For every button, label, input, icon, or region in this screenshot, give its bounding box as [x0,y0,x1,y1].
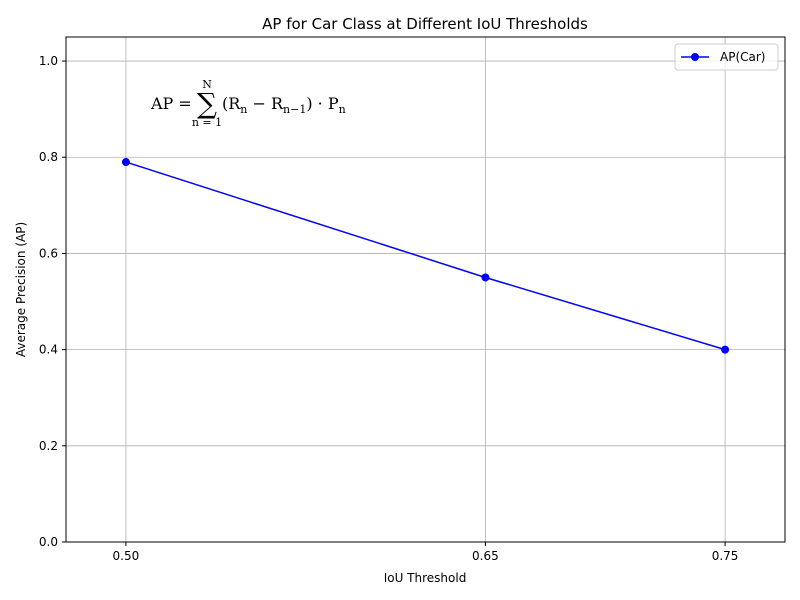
data-point [721,345,730,354]
series-ap-car [121,158,730,354]
y-tick-label: 0.0 [39,535,58,549]
legend: AP(Car) [674,43,779,71]
x-tick-label: 0.65 [472,549,499,563]
formula-sigma: ∑ [197,87,217,120]
grid-lines [66,37,785,542]
x-axis-label: IoU Threshold [384,571,467,585]
data-point [121,158,130,167]
formula-sum-lower: n = 1 [192,116,222,129]
legend-entry-ap-car: AP(Car) [720,50,765,64]
formula-lhs: AP = [150,94,192,113]
chart-title: AP for Car Class at Different IoU Thresh… [262,15,588,33]
y-tick-label: 1.0 [39,54,58,68]
plot-area-frame [65,36,786,543]
y-tick-label: 0.2 [39,439,58,453]
x-tick-label: 0.75 [712,549,739,563]
y-tick-label: 0.8 [39,150,58,164]
y-tick-label: 0.4 [39,343,58,357]
y-axis: 0.0 0.2 0.4 0.6 0.8 1.0 [39,54,66,549]
x-tick-label: 0.50 [113,549,140,563]
legend-box [674,43,779,71]
formula-body: (Rn − Rn−1) · Pn [222,94,346,116]
data-point [481,273,490,282]
formula-sum-upper: N [202,78,212,91]
y-tick-label: 0.6 [39,246,58,260]
y-axis-label: Average Precision (AP) [14,222,28,357]
x-axis: 0.50 0.65 0.75 [113,542,739,563]
legend-marker-swatch [691,53,699,61]
formula-annotation: AP = N ∑ n = 1 (Rn − Rn−1) · Pn [150,78,346,129]
